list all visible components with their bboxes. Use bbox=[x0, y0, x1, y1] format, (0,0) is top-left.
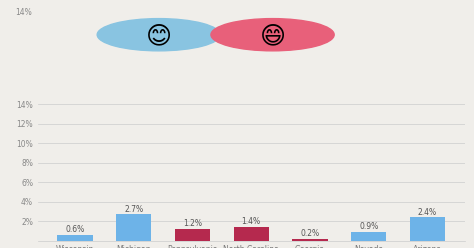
Text: 😄: 😄 bbox=[259, 24, 286, 48]
Bar bbox=[351, 232, 386, 241]
Bar bbox=[292, 239, 328, 241]
Text: 0.2%: 0.2% bbox=[301, 229, 319, 238]
Bar bbox=[410, 217, 445, 241]
Text: 0.6%: 0.6% bbox=[65, 225, 84, 234]
Bar bbox=[175, 229, 210, 241]
Bar bbox=[57, 235, 92, 241]
Circle shape bbox=[97, 19, 220, 51]
Text: 1.4%: 1.4% bbox=[242, 217, 261, 226]
Text: 14%: 14% bbox=[15, 8, 32, 17]
Text: 1.2%: 1.2% bbox=[183, 219, 202, 228]
Text: 😊: 😊 bbox=[146, 24, 172, 48]
Text: 2.4%: 2.4% bbox=[418, 208, 437, 217]
Text: 0.9%: 0.9% bbox=[359, 222, 378, 231]
Text: 2.7%: 2.7% bbox=[124, 205, 143, 214]
Bar bbox=[234, 227, 269, 241]
Bar bbox=[116, 214, 151, 241]
Circle shape bbox=[211, 19, 334, 51]
